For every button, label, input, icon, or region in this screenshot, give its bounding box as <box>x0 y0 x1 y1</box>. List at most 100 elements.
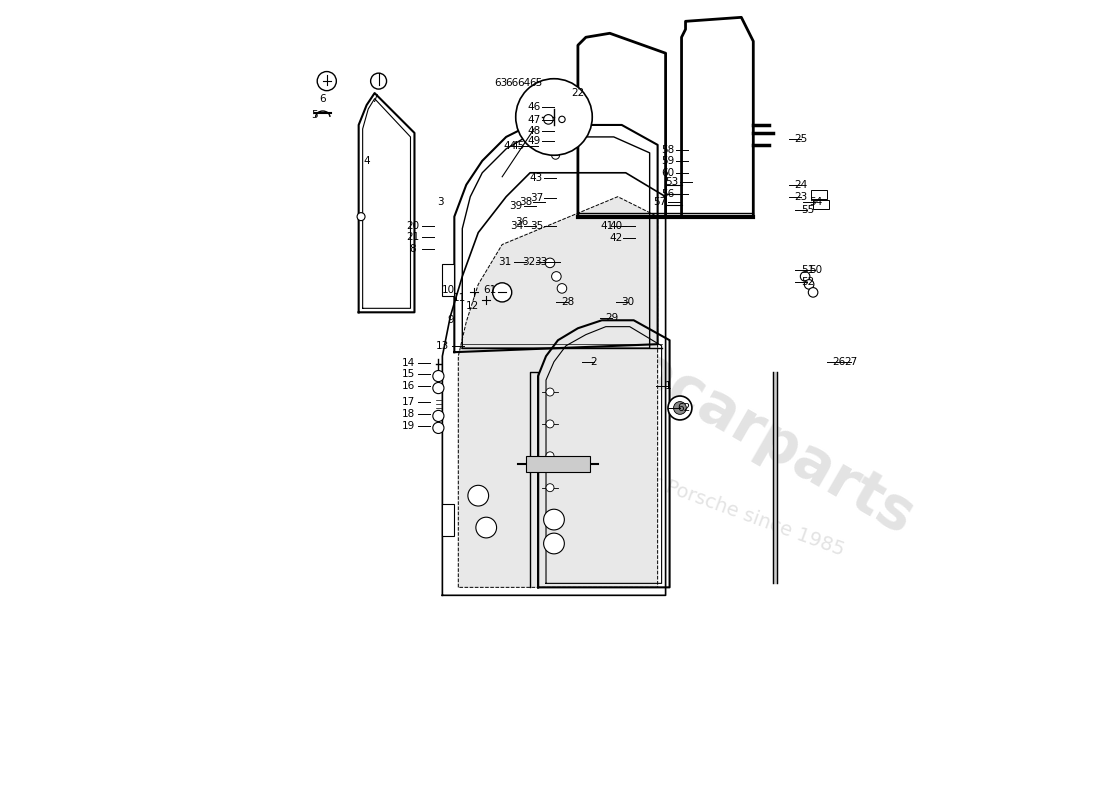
Circle shape <box>801 272 810 282</box>
Circle shape <box>668 396 692 420</box>
Circle shape <box>432 370 444 382</box>
Circle shape <box>432 382 444 394</box>
Text: 42: 42 <box>609 233 623 243</box>
Circle shape <box>543 114 553 124</box>
Text: 61: 61 <box>484 285 497 295</box>
Text: 58: 58 <box>661 146 674 155</box>
Circle shape <box>371 73 386 89</box>
Text: 7: 7 <box>372 94 378 104</box>
Circle shape <box>804 280 814 289</box>
Text: 30: 30 <box>621 297 635 307</box>
Text: 35: 35 <box>530 222 543 231</box>
Circle shape <box>559 116 565 122</box>
Text: 32: 32 <box>521 257 535 267</box>
Polygon shape <box>526 456 590 472</box>
Text: 23: 23 <box>794 192 807 202</box>
Text: 38: 38 <box>519 198 532 207</box>
Text: 16: 16 <box>402 381 415 390</box>
Circle shape <box>516 78 592 155</box>
Text: 22: 22 <box>571 88 584 98</box>
Text: 18: 18 <box>402 409 415 418</box>
Text: 49: 49 <box>527 136 541 146</box>
Text: 52: 52 <box>801 277 814 287</box>
Circle shape <box>673 402 686 414</box>
Text: 48: 48 <box>527 126 541 135</box>
Text: 27: 27 <box>844 357 857 366</box>
Text: 10: 10 <box>441 285 454 295</box>
Text: 43: 43 <box>530 174 543 183</box>
Text: 31: 31 <box>498 257 512 267</box>
Text: eurocarparts: eurocarparts <box>527 285 924 547</box>
Text: 59: 59 <box>661 156 674 166</box>
Circle shape <box>546 258 554 268</box>
Polygon shape <box>442 504 454 535</box>
Text: 55: 55 <box>801 206 814 215</box>
Text: 62: 62 <box>678 403 691 413</box>
Text: 5: 5 <box>311 110 318 119</box>
Text: 54: 54 <box>808 198 822 207</box>
Text: a passion for Porsche since 1985: a passion for Porsche since 1985 <box>539 432 847 559</box>
Circle shape <box>358 213 365 221</box>
Text: 56: 56 <box>661 190 674 199</box>
Circle shape <box>551 151 560 159</box>
Text: 3: 3 <box>437 198 443 207</box>
Circle shape <box>543 510 564 530</box>
Circle shape <box>546 452 554 460</box>
Circle shape <box>432 410 444 422</box>
Polygon shape <box>459 197 658 587</box>
Polygon shape <box>773 372 778 583</box>
Circle shape <box>558 284 566 293</box>
Text: 47: 47 <box>527 115 541 125</box>
Text: 1: 1 <box>664 381 671 390</box>
Text: 14: 14 <box>402 358 415 367</box>
Text: 53: 53 <box>666 178 679 187</box>
Circle shape <box>468 486 488 506</box>
Circle shape <box>808 287 818 297</box>
Text: 33: 33 <box>534 257 547 267</box>
Polygon shape <box>442 265 454 296</box>
Circle shape <box>551 139 560 147</box>
Text: 28: 28 <box>562 297 575 307</box>
Text: 4: 4 <box>363 156 370 166</box>
Text: 36: 36 <box>516 218 529 227</box>
Text: 40: 40 <box>609 222 623 231</box>
Text: 57: 57 <box>653 198 667 207</box>
Text: 66: 66 <box>505 78 518 88</box>
Circle shape <box>493 283 512 302</box>
Text: 8: 8 <box>409 243 416 254</box>
Text: 29: 29 <box>606 313 619 323</box>
Text: 9: 9 <box>447 315 453 326</box>
Text: 50: 50 <box>808 265 822 275</box>
Circle shape <box>432 422 444 434</box>
Text: 12: 12 <box>466 301 480 311</box>
Text: 45: 45 <box>512 142 525 151</box>
Circle shape <box>546 388 554 396</box>
Text: 34: 34 <box>510 222 524 231</box>
Bar <box>813 200 829 210</box>
Text: 26: 26 <box>832 357 845 366</box>
Text: 51: 51 <box>801 265 814 275</box>
Bar <box>812 190 827 199</box>
Text: 41: 41 <box>600 222 613 231</box>
Text: 6: 6 <box>319 94 326 104</box>
Text: 37: 37 <box>530 194 543 203</box>
Circle shape <box>551 127 560 135</box>
Circle shape <box>543 533 564 554</box>
Circle shape <box>546 420 554 428</box>
Text: 17: 17 <box>402 397 415 406</box>
Text: 24: 24 <box>794 180 807 190</box>
Text: 25: 25 <box>794 134 807 143</box>
Text: 11: 11 <box>453 293 466 303</box>
Text: 64: 64 <box>517 78 530 88</box>
Text: 21: 21 <box>406 231 419 242</box>
Circle shape <box>546 484 554 492</box>
Text: 15: 15 <box>402 369 415 378</box>
Text: 13: 13 <box>436 341 449 350</box>
Circle shape <box>551 272 561 282</box>
Text: 65: 65 <box>529 78 542 88</box>
Text: 19: 19 <box>402 421 415 430</box>
Text: 20: 20 <box>406 222 419 231</box>
Text: 2: 2 <box>591 357 597 366</box>
Text: 46: 46 <box>527 102 541 112</box>
Text: 39: 39 <box>509 202 522 211</box>
